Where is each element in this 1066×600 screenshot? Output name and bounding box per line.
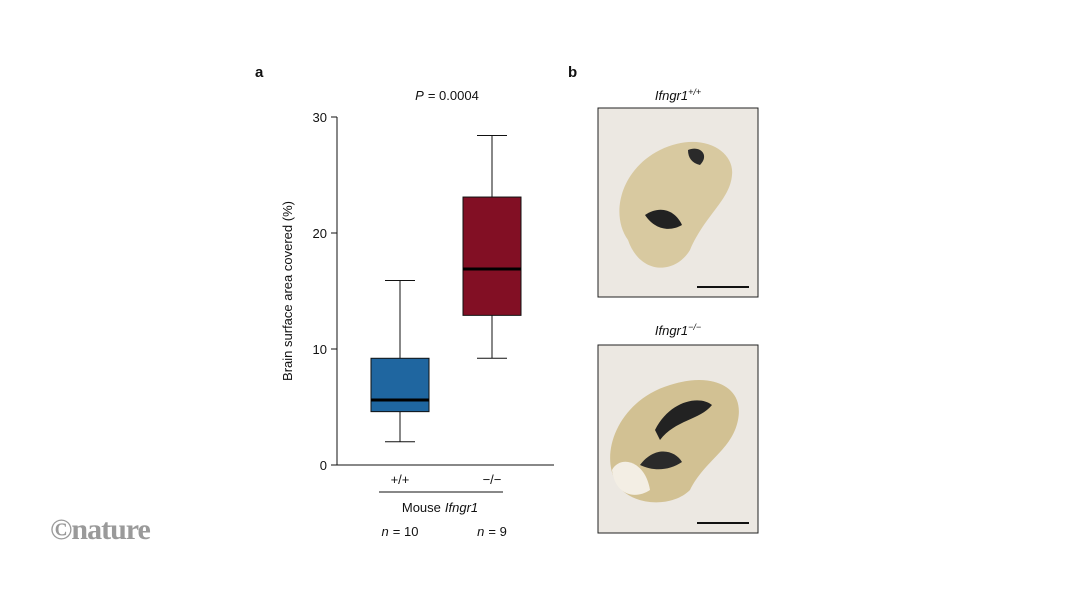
sample-size: n = 9: [477, 524, 507, 539]
y-tick-label: 30: [313, 110, 327, 125]
photo-label: Ifngr1+/+: [655, 87, 701, 103]
p-text: = 0.0004: [428, 88, 479, 103]
genotype: +/+: [688, 87, 701, 97]
photo-label: Ifngr1−/−: [655, 322, 701, 338]
y-axis-label: Brain surface area covered (%): [280, 201, 295, 381]
x-tick-label: −/−: [483, 472, 502, 487]
n-value: = 10: [393, 524, 419, 539]
panel-label: b: [568, 64, 577, 81]
x-axis-label: Mouse Ifngr1: [402, 500, 478, 515]
gene: Ifngr1: [655, 88, 688, 103]
photo-frame: [597, 344, 759, 534]
box: [370, 357, 430, 413]
photo-frame: [597, 107, 759, 298]
y-tick-label: 0: [320, 458, 327, 473]
y-tick-label: 20: [313, 226, 327, 241]
box: [462, 196, 522, 316]
genotype: −/−: [688, 322, 701, 332]
n-symbol: n: [477, 524, 484, 539]
y-tick-label: 10: [313, 342, 327, 357]
x-label-gene: Ifngr1: [445, 500, 478, 515]
p-value: P = 0.0004: [415, 88, 479, 103]
n-value: = 9: [488, 524, 506, 539]
sample-size: n = 10: [382, 524, 419, 539]
panel-label: a: [255, 64, 264, 81]
n-symbol: n: [382, 524, 389, 539]
logo: ©nature: [50, 513, 151, 546]
p-symbol: P: [415, 88, 424, 103]
gene: Ifngr1: [655, 323, 688, 338]
x-label-text: Mouse: [402, 500, 441, 515]
x-tick-label: +/+: [391, 472, 410, 487]
